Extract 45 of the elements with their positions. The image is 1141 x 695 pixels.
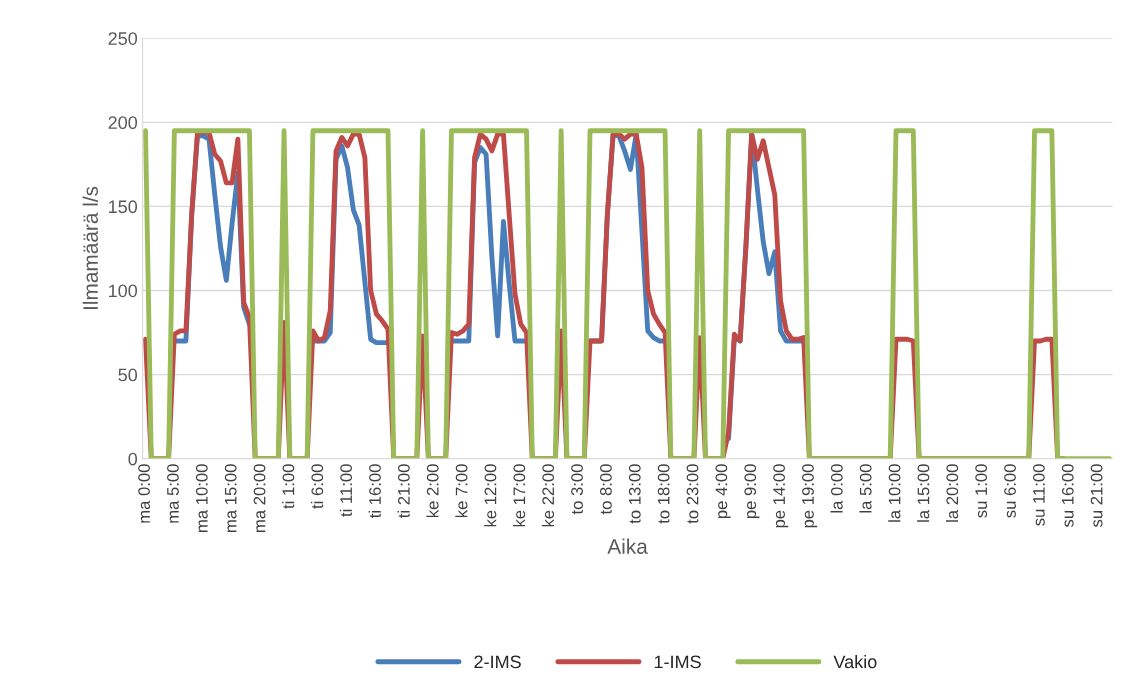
y-axis-title: Ilmamäärä l/s: [82, 186, 98, 310]
y-tick-label: 250: [108, 32, 138, 45]
x-tick-label: pe 9:00: [744, 464, 760, 519]
x-tick-label: ma 20:00: [253, 464, 266, 532]
x-tick-label: ke 17:00: [512, 464, 526, 527]
x-tick-label: ke 7:00: [455, 464, 468, 518]
legend-label: 1-IMS: [654, 655, 701, 669]
x-tick-label: ke 12:00: [484, 464, 497, 527]
y-tick-label: 150: [109, 200, 138, 214]
x-tick-label: ti 6:00: [310, 464, 324, 509]
x-tick-label: pe 19:00: [802, 464, 818, 528]
x-axis-title: Aika: [607, 538, 648, 554]
y-tick-label: 0: [128, 452, 138, 466]
y-tick-label: 50: [118, 368, 138, 382]
legend-label: Vakio: [833, 654, 877, 669]
x-tick-label: la 5:00: [859, 464, 872, 513]
x-tick-label: su 21:00: [1090, 464, 1103, 528]
x-tick-label: ti 1:00: [282, 464, 295, 509]
legend-label: 2-IMS: [474, 655, 521, 669]
x-tick-label: ke 2:00: [426, 464, 439, 518]
x-tick-label: pe 4:00: [715, 464, 731, 519]
x-tick-label: to 3:00: [571, 464, 583, 515]
x-tick-label: to 23:00: [686, 464, 699, 524]
x-tick-label: su 16:00: [1061, 464, 1074, 528]
x-tick-label: ma 15:00: [224, 464, 237, 532]
x-tick-label: la 10:00: [888, 464, 901, 522]
x-tick-label: to 18:00: [657, 464, 670, 524]
x-tick-label: to 13:00: [628, 464, 641, 524]
x-tick-label: ma 10:00: [195, 464, 208, 532]
y-tick-label: 100: [109, 284, 138, 298]
x-tick-label: su 6:00: [1004, 464, 1016, 518]
y-tick-label: 200: [108, 116, 138, 130]
x-tick-label: ti 16:00: [368, 464, 381, 518]
x-tick-label: su 1:00: [975, 464, 988, 518]
x-tick-label: pe 14:00: [773, 464, 789, 528]
x-tick-label: ti 11:00: [339, 464, 353, 517]
x-tick-label: ma 0:00: [138, 464, 150, 523]
x-tick-label: ti 21:00: [397, 464, 410, 518]
x-tick-label: ke 22:00: [541, 464, 555, 527]
x-tick-label: la 0:00: [830, 464, 843, 513]
x-tick-label: la 15:00: [917, 464, 930, 522]
x-tick-label: su 11:00: [1032, 464, 1045, 526]
x-tick-label: ma 5:00: [167, 464, 179, 523]
x-tick-label: la 20:00: [945, 464, 959, 522]
x-tick-label: to 8:00: [600, 464, 612, 515]
